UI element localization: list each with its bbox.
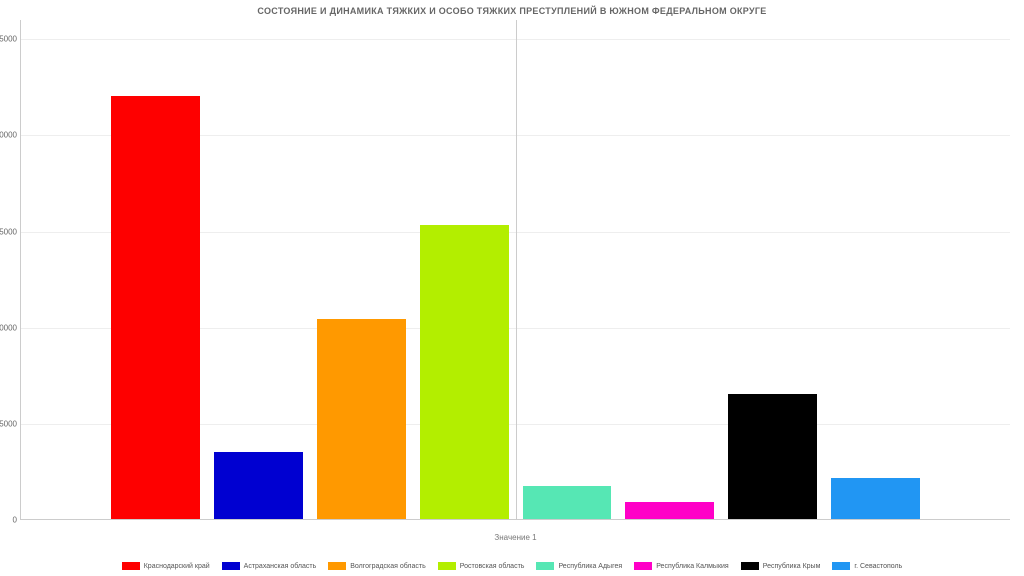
legend-item: Астраханская область bbox=[222, 562, 317, 570]
chart-container: СОСТОЯНИЕ И ДИНАМИКА ТЯЖКИХ И ОСОБО ТЯЖК… bbox=[0, 0, 1024, 576]
legend: Краснодарский край Астраханская область Во… bbox=[0, 562, 1024, 570]
plot-area: 0500010000150002000025000 Значение 1 bbox=[20, 20, 1010, 520]
y-tick-label: 10000 bbox=[0, 323, 17, 332]
legend-label: Республика Адыгея bbox=[558, 563, 622, 570]
legend-item: Республика Калмыкия bbox=[634, 562, 729, 570]
y-tick-label: 20000 bbox=[0, 131, 17, 140]
bars-group bbox=[21, 20, 1010, 519]
legend-label: Астраханская область bbox=[244, 563, 317, 570]
legend-item: Ростовская область bbox=[438, 562, 525, 570]
legend-swatch bbox=[536, 562, 554, 570]
legend-swatch bbox=[328, 562, 346, 570]
legend-swatch bbox=[222, 562, 240, 570]
bar bbox=[111, 96, 200, 519]
legend-label: Волгоградская область bbox=[350, 563, 425, 570]
legend-swatch bbox=[741, 562, 759, 570]
chart-title: СОСТОЯНИЕ И ДИНАМИКА ТЯЖКИХ И ОСОБО ТЯЖК… bbox=[0, 0, 1024, 16]
y-tick-label: 5000 bbox=[0, 419, 17, 428]
x-axis-label: Значение 1 bbox=[494, 533, 536, 542]
legend-swatch bbox=[832, 562, 850, 570]
bar bbox=[831, 478, 920, 519]
legend-swatch bbox=[634, 562, 652, 570]
bar bbox=[523, 486, 612, 519]
bar bbox=[420, 225, 509, 519]
y-tick-label: 0 bbox=[0, 516, 17, 525]
legend-label: Республика Калмыкия bbox=[656, 563, 729, 570]
legend-item: Краснодарский край bbox=[122, 562, 210, 570]
legend-item: Республика Крым bbox=[741, 562, 821, 570]
legend-label: Ростовская область bbox=[460, 563, 525, 570]
legend-label: Краснодарский край bbox=[144, 563, 210, 570]
legend-label: Республика Крым bbox=[763, 563, 821, 570]
legend-item: Республика Адыгея bbox=[536, 562, 622, 570]
legend-swatch bbox=[438, 562, 456, 570]
legend-item: г. Севастополь bbox=[832, 562, 902, 570]
bar bbox=[625, 502, 714, 519]
bar bbox=[214, 452, 303, 519]
bar bbox=[728, 394, 817, 519]
y-tick-label: 25000 bbox=[0, 35, 17, 44]
bar bbox=[317, 319, 406, 519]
y-tick-label: 15000 bbox=[0, 227, 17, 236]
legend-label: г. Севастополь bbox=[854, 563, 902, 570]
legend-swatch bbox=[122, 562, 140, 570]
legend-item: Волгоградская область bbox=[328, 562, 425, 570]
